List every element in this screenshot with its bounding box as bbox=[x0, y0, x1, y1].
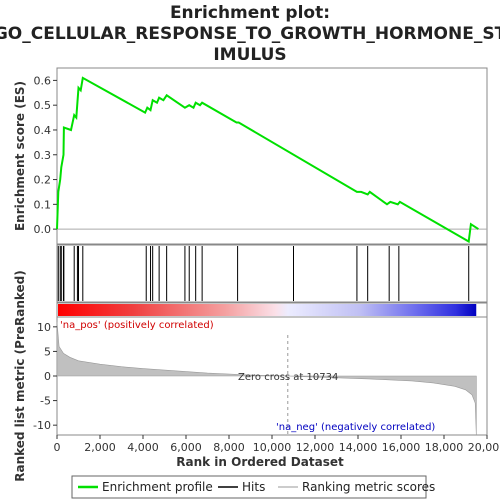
x-tick-label: 14,000 bbox=[339, 441, 378, 454]
es-y-ticks: 0.0 0.1 0.2 0.3 0.4 0.5 0.6 bbox=[34, 74, 57, 236]
x-tick-label: 0 bbox=[54, 441, 61, 454]
es-y-tick-label: 0.4 bbox=[34, 124, 52, 137]
legend-metric-label: Ranking metric scores bbox=[302, 480, 435, 494]
metric-y-tick-label: 10 bbox=[37, 321, 51, 334]
es-y-tick-label: 0.3 bbox=[34, 149, 52, 162]
negative-correlation-label: 'na_neg' (negatively correlated) bbox=[276, 422, 435, 433]
es-y-axis-label: Enrichment score (ES) bbox=[13, 81, 27, 231]
metric-y-tick-label: -10 bbox=[33, 419, 51, 432]
x-tick-label: 10,000 bbox=[253, 441, 292, 454]
x-tick-label: 6,000 bbox=[170, 441, 202, 454]
x-tick-label: 16,000 bbox=[382, 441, 421, 454]
hit-marks bbox=[57, 246, 470, 301]
legend-enrichment-label: Enrichment profile bbox=[102, 480, 213, 494]
enrichment-profile-line bbox=[56, 76, 479, 244]
x-axis-ticks: 0 2,000 4,000 6,000 8,000 10,000 12,000 14,000 1… bbox=[54, 435, 500, 454]
legend-hits-label: Hits bbox=[242, 480, 265, 494]
es-panel bbox=[56, 67, 488, 245]
metric-y-axis-label: Ranked list metric (PreRanked) bbox=[13, 270, 27, 482]
x-tick-label: 2,000 bbox=[84, 441, 116, 454]
es-y-tick-label: 0.1 bbox=[34, 198, 52, 211]
es-y-tick-label: 0.6 bbox=[34, 74, 52, 87]
x-tick-label: 12,000 bbox=[296, 441, 335, 454]
ranking-metric-area bbox=[56, 321, 477, 436]
x-tick-label: 20,000 bbox=[468, 441, 500, 454]
metric-y-tick-label: 5 bbox=[44, 345, 51, 358]
metric-y-tick-label: 0 bbox=[44, 370, 51, 383]
x-tick-label: 8,000 bbox=[213, 441, 245, 454]
zero-cross-label: Zero cross at 10734 bbox=[238, 372, 338, 383]
legend-box bbox=[71, 475, 427, 499]
x-axis-label: Rank in Ordered Dataset bbox=[176, 455, 344, 469]
es-y-tick-label: 0.5 bbox=[34, 99, 52, 112]
es-y-tick-label: 0.2 bbox=[34, 174, 52, 187]
metric-y-tick-label: -5 bbox=[40, 395, 51, 408]
chart-title-line-1: Enrichment plot: bbox=[170, 3, 330, 23]
hits-panel bbox=[56, 244, 488, 303]
chart-title-line-2: GO_CELLULAR_RESPONSE_TO_GROWTH_HORMONE_S… bbox=[0, 24, 500, 44]
x-tick-label: 4,000 bbox=[127, 441, 159, 454]
x-tick-label: 18,000 bbox=[425, 441, 464, 454]
es-y-tick-label: 0.0 bbox=[34, 223, 52, 236]
metric-y-ticks: 10 5 0 -5 -10 bbox=[33, 321, 57, 432]
positive-correlation-label: 'na_pos' (positively correlated) bbox=[60, 320, 214, 331]
chart-title-line-3: IMULUS bbox=[213, 45, 286, 65]
rank-color-bar-fill bbox=[58, 304, 477, 316]
